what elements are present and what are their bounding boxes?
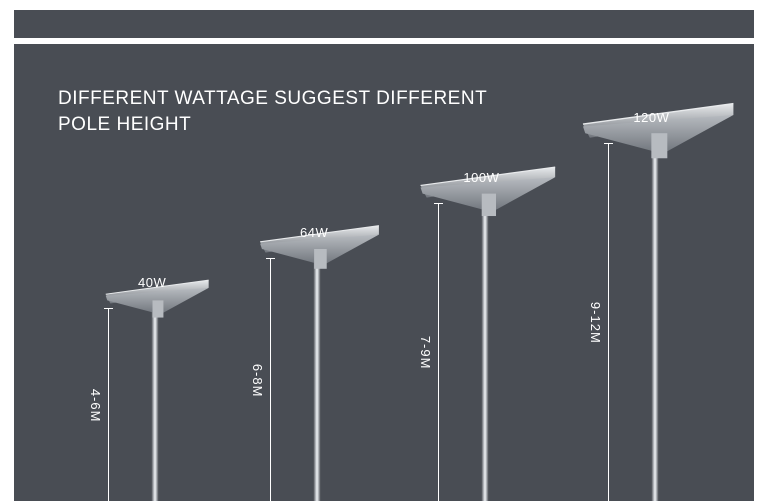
pole-unit: 6-8M64W	[316, 218, 318, 501]
dimension-line	[608, 143, 609, 501]
pole	[152, 308, 159, 501]
pole-stage: 4-6M40W 6-8M64W	[14, 123, 754, 501]
pole	[652, 143, 659, 501]
dimension-line	[108, 308, 109, 501]
dimension-line	[270, 258, 271, 501]
wattage-label: 40W	[138, 275, 166, 290]
header-bar	[14, 10, 754, 38]
height-label: 9-12M	[588, 302, 603, 344]
wattage-label: 100W	[463, 170, 499, 185]
diagram-panel: DIFFERENT WATTAGE SUGGEST DIFFERENT POLE…	[14, 44, 754, 501]
pole-unit: 9-12M120W	[654, 103, 656, 501]
dimension-line	[438, 203, 439, 501]
height-label: 6-8M	[250, 364, 265, 398]
wattage-label: 64W	[300, 225, 328, 240]
pole-unit: 7-9M100W	[484, 163, 486, 501]
title-line-1: DIFFERENT WATTAGE SUGGEST DIFFERENT	[58, 88, 487, 109]
pole	[482, 203, 489, 501]
pole	[314, 258, 321, 501]
height-label: 7-9M	[418, 336, 433, 370]
height-label: 4-6M	[88, 389, 103, 423]
pole-unit: 4-6M40W	[154, 268, 156, 501]
wattage-label: 120W	[633, 110, 669, 125]
